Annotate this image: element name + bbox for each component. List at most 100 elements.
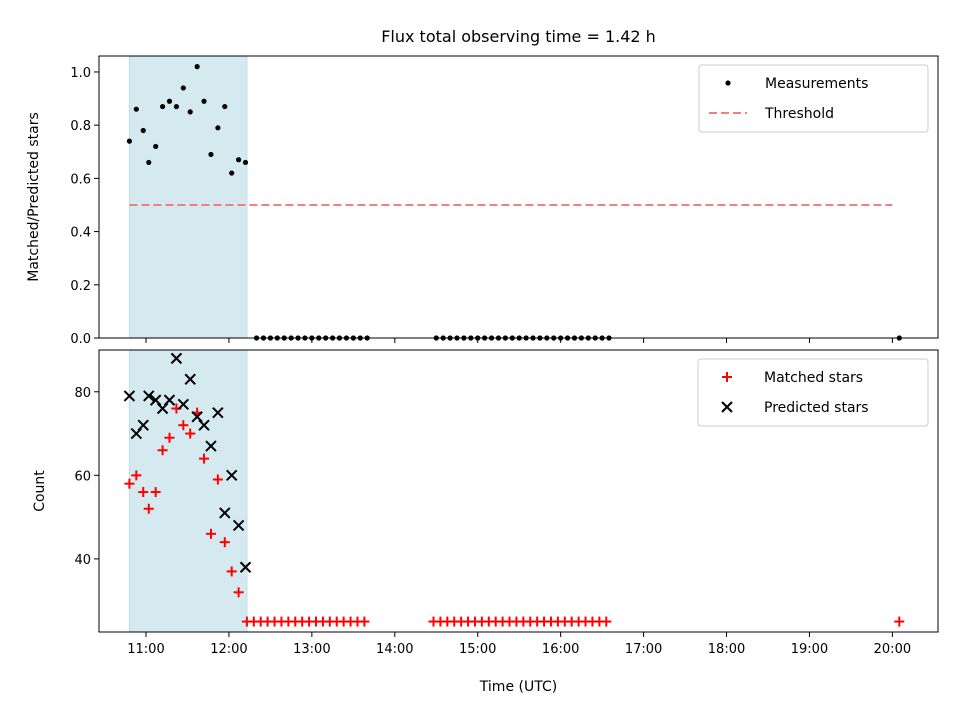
panel2-series0-point-9 — [185, 428, 196, 439]
panel2-series0-point-6 — [164, 432, 175, 443]
panel1-ytick-label-1: 0.2 — [70, 279, 91, 294]
panel1-series0-point-6 — [166, 98, 173, 104]
panel1-series0-point-7 — [173, 103, 180, 110]
panel2-series1-point-1-b — [130, 427, 143, 440]
panel2-series0-point-34 — [359, 616, 370, 627]
panel1-ytick-label-0: 0.0 — [70, 332, 91, 347]
panel2-series1-point-10-b — [191, 411, 203, 423]
panel2-series1-point-3 — [143, 390, 155, 402]
panel2-xlabel: Time (UTC) — [479, 679, 557, 695]
panel1-series0-point-11 — [201, 98, 207, 104]
panel2-xtick-label-1: 12:00 — [210, 642, 247, 657]
panel2-series1-point-0-b — [123, 390, 136, 402]
panel2-legend-swatch-1-b — [721, 401, 733, 413]
panel2-series1-point-3-b — [143, 390, 155, 402]
panel2-series1-point-12 — [205, 440, 217, 452]
panel1-series0-point-14 — [222, 103, 228, 110]
panel1-series0-point-8 — [180, 85, 186, 91]
panel2-series1-point-10 — [191, 411, 203, 423]
panel2-series1-point-2-b — [137, 419, 149, 431]
panel2-series0-point-11 — [199, 453, 210, 464]
panel2-series0-point-0 — [124, 478, 135, 489]
panel1-ytick-label-2: 0.4 — [70, 226, 91, 241]
panel1-series0-point-12 — [208, 151, 214, 158]
panel1-series0-point-3 — [146, 159, 152, 166]
panel2-series0-point-4 — [150, 487, 161, 498]
panel2-series1-point-17-b — [239, 561, 252, 573]
panel2-ytick-label-2: 80 — [74, 386, 91, 401]
panel2-series1-point-6-b — [163, 394, 176, 406]
panel2-legend-box — [697, 358, 929, 427]
panel1-series0-point-4 — [153, 143, 159, 150]
panel2-series1-point-11 — [198, 419, 210, 431]
panel2-series0-point-8 — [178, 420, 189, 431]
panel1-title: Flux total observing time = 1.42 h — [381, 27, 656, 46]
panel1-legend-label-0: Measurements — [765, 76, 868, 92]
panel1-series0-point-2 — [140, 127, 146, 134]
panel2-series1-point-16-b — [232, 519, 245, 532]
panel2-series0-point-1 — [131, 470, 142, 481]
panel1-series0-point-0 — [126, 138, 133, 144]
panel1-ytick-label-5: 1.0 — [70, 66, 91, 81]
panel1-frame — [98, 55, 939, 339]
panel1-legend-box — [698, 64, 929, 133]
panel2-series1-point-4 — [149, 394, 162, 406]
panel2-series0-point-14 — [219, 537, 230, 548]
panel1-series0-point-9 — [187, 109, 193, 115]
panel2-xtick-label-3: 14:00 — [376, 642, 413, 657]
panel2-series0-point-61 — [894, 616, 905, 627]
panel2-series1-point-9 — [184, 373, 196, 385]
panel2-series0-point-5 — [157, 445, 168, 456]
panel2-series1-point-2 — [137, 419, 149, 431]
panel2-frame — [98, 349, 939, 633]
panel1-legend-swatch-0 — [725, 80, 731, 86]
panel1-series0-point-10 — [194, 64, 200, 70]
panel2-series1-point-11-b — [198, 419, 210, 431]
panel2-series1-point-14-b — [219, 507, 231, 519]
panel2-xtick-label-9: 20:00 — [874, 642, 911, 657]
panel2-xtick-label-2: 13:00 — [293, 642, 330, 657]
panel2-series1-point-5 — [156, 402, 169, 415]
panel2-series1-point-1 — [130, 427, 143, 440]
panel2-legend-swatch-1 — [721, 401, 733, 413]
panel2-series1-point-5-b — [156, 402, 169, 415]
panel2-legend-swatch-0 — [722, 372, 732, 382]
panel1-series0-point-13 — [215, 125, 221, 131]
panel2-series1-point-4-b — [149, 394, 162, 406]
panel2-series1-point-17 — [239, 561, 252, 573]
panel1-ytick-label-4: 0.8 — [70, 119, 91, 134]
panel2-series1-point-7 — [170, 352, 183, 365]
panel2-series1-point-15-b — [225, 469, 238, 482]
panel2-series1-point-13 — [212, 406, 224, 419]
panel2-xtick-label-4: 15:00 — [459, 642, 496, 657]
panel2-series0-point-60 — [601, 616, 612, 627]
panel2-series1-point-15 — [225, 469, 238, 482]
panel2-ytick-label-0: 40 — [74, 553, 91, 568]
panel2-series1-point-8 — [177, 398, 190, 411]
panel2-series0-point-3 — [143, 503, 154, 514]
panel2-series0-point-13 — [212, 474, 223, 485]
panel2-series0-point-2 — [138, 487, 149, 498]
panel2-series1-point-9-b — [184, 373, 196, 385]
panel2-xtick-label-5: 16:00 — [542, 642, 579, 657]
panel2-xtick-label-6: 17:00 — [625, 642, 662, 657]
panel1-legend-label-1: Threshold — [764, 106, 834, 122]
panel1-series0-point-16 — [236, 157, 242, 163]
panel2-series0-point-12 — [205, 528, 216, 539]
panel2-highlight-span — [128, 349, 248, 633]
panel2-xtick-label-8: 19:00 — [791, 642, 828, 657]
panel1-ylabel: Matched/Predicted stars — [26, 112, 42, 282]
panel1-series0-point-15 — [229, 170, 235, 176]
panel1-highlight-span — [128, 55, 248, 339]
panel1-series0-point-1 — [133, 106, 139, 112]
panel2-series0-point-15 — [226, 566, 237, 577]
panel1-ytick-label-3: 0.6 — [70, 172, 91, 187]
panel2-series1-point-0 — [123, 390, 136, 402]
panel1-series0-point-17 — [242, 159, 249, 166]
panel2-series1-point-7-b — [170, 352, 183, 365]
panel2-ytick-label-1: 60 — [74, 469, 91, 484]
panel2-series1-point-13-b — [212, 406, 224, 419]
panel2-series0-point-16 — [233, 587, 244, 598]
panel2-series1-point-8-b — [177, 398, 190, 411]
